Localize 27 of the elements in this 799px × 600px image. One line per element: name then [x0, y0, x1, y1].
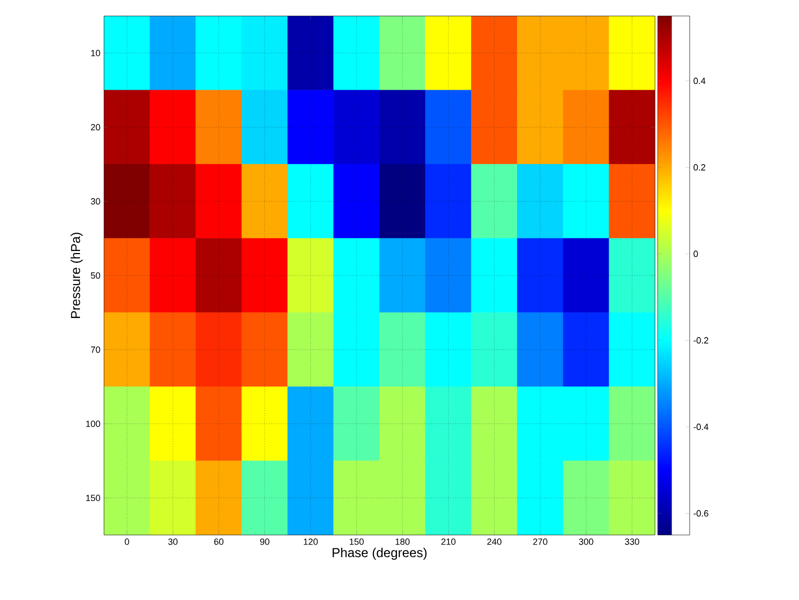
color-bar-label: -0.2 — [694, 337, 708, 344]
x-tick-label: 60 — [214, 538, 224, 545]
color-bar-label: 0 — [694, 250, 698, 258]
x-tick-label: 240 — [487, 538, 502, 545]
x-tick-label: 270 — [533, 538, 548, 545]
x-axis-title: Phase (degrees) — [332, 548, 427, 560]
color-bar-label: -0.4 — [694, 424, 708, 430]
x-tick-label: 30 — [168, 538, 178, 545]
x-tick-label: 150 — [350, 538, 364, 545]
color-bar-label: -0.6 — [694, 510, 708, 517]
y-axis-title: Pressure (hPa) — [70, 232, 83, 318]
x-tick-label: 210 — [441, 538, 456, 545]
y-tick-label: 50 — [90, 272, 100, 279]
y-tick-label: 10 — [91, 50, 100, 56]
x-tick-label: 330 — [624, 538, 640, 545]
y-tick-label: 70 — [90, 346, 100, 353]
y-tick-label: 20 — [90, 124, 100, 130]
x-tick-label: 0 — [124, 538, 130, 545]
y-tick-label: 30 — [90, 198, 100, 205]
color-bar-label: 0.2 — [694, 164, 706, 171]
y-tick-label: 100 — [86, 420, 100, 427]
x-tick-label: 90 — [260, 538, 270, 545]
color-bar-label: 0.4 — [694, 78, 706, 84]
x-tick-label: 300 — [579, 538, 594, 545]
y-tick-label: 150 — [86, 494, 100, 502]
x-tick-label: 120 — [304, 538, 318, 545]
x-tick-label: 180 — [396, 538, 410, 545]
